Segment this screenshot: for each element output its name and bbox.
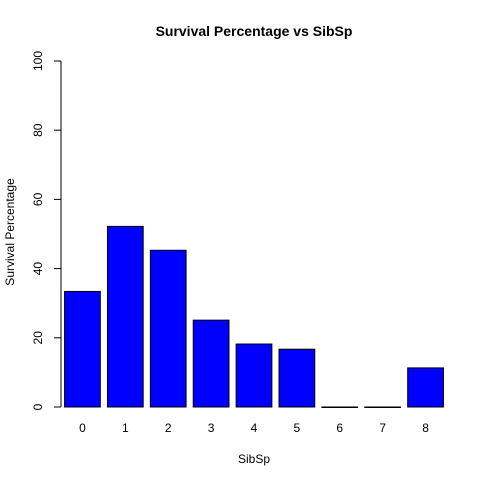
y-tick-label: 80 [31, 123, 45, 137]
bar-sibsp-0 [64, 290, 101, 408]
x-tick-label: 7 [379, 421, 386, 435]
bar-sibsp-1 [106, 225, 144, 408]
y-tick-label: 100 [31, 51, 45, 71]
x-tick-label: 4 [251, 421, 258, 435]
x-tick-label: 6 [336, 421, 343, 435]
chart-title: Survival Percentage vs SibSp [156, 23, 353, 39]
x-tick-label: 8 [422, 421, 429, 435]
bar-sibsp-5 [278, 348, 316, 408]
x-tick-label: 2 [165, 421, 172, 435]
x-tick-label: 5 [294, 421, 301, 435]
y-tick-label: 0 [31, 403, 45, 410]
y-axis-label: Survival Percentage [3, 178, 17, 286]
bar-sibsp-4 [235, 343, 273, 408]
x-tick-labels: 0 1 2 3 4 5 6 7 8 [79, 421, 429, 435]
bar-sibsp-3 [192, 319, 230, 408]
x-axis-label: SibSp [238, 452, 270, 466]
y-tick-label: 60 [31, 192, 45, 206]
bar-sibsp-8 [407, 367, 444, 408]
x-tick-label: 3 [208, 421, 215, 435]
y-tick-label: 40 [31, 262, 45, 276]
bars [64, 225, 444, 408]
bar-sibsp-2 [149, 249, 187, 408]
x-tick-label: 0 [79, 421, 86, 435]
y-tick-label: 20 [31, 331, 45, 345]
bar-sibsp-6 [321, 406, 359, 408]
bar-sibsp-7 [364, 406, 402, 408]
x-tick-label: 1 [122, 421, 129, 435]
y-axis: 0 20 40 60 80 100 [31, 51, 62, 410]
